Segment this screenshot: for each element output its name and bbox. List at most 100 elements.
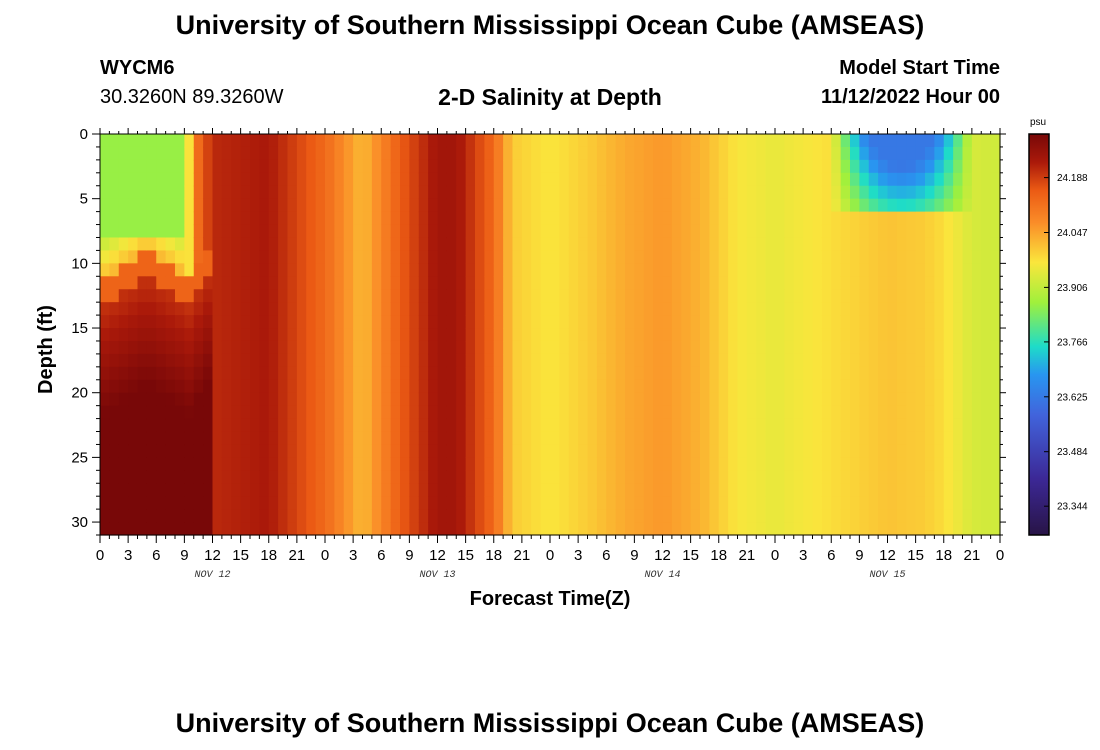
heatmap-cell xyxy=(793,418,804,433)
heatmap-cell xyxy=(137,211,148,226)
heatmap-cell xyxy=(821,315,832,329)
heatmap-cell xyxy=(625,315,635,329)
heatmap-cell xyxy=(821,159,832,174)
heatmap-cell xyxy=(381,418,392,433)
heatmap-cell xyxy=(990,198,1001,213)
heatmap-cell xyxy=(165,198,176,213)
heatmap-cell xyxy=(390,431,401,446)
heatmap-cell xyxy=(990,159,1001,174)
heatmap-cell xyxy=(821,392,832,407)
heatmap-cell xyxy=(718,379,729,394)
heatmap-cell xyxy=(896,353,907,368)
heatmap-cell xyxy=(146,509,157,523)
heatmap-cell xyxy=(971,470,982,484)
heatmap-cell xyxy=(512,276,523,290)
heatmap-cell xyxy=(400,185,410,200)
heatmap-cell xyxy=(662,470,673,484)
heatmap-cell xyxy=(728,328,739,342)
heatmap-cell xyxy=(540,353,551,368)
x-tick-label: 6 xyxy=(377,547,385,564)
heatmap-cell xyxy=(671,328,682,342)
heatmap-cell xyxy=(381,289,392,303)
heatmap-cell xyxy=(353,405,364,420)
heatmap-cell xyxy=(146,237,157,252)
heatmap-cell xyxy=(793,509,804,523)
heatmap-cell xyxy=(850,172,860,187)
heatmap-cell xyxy=(268,315,279,329)
heatmap-cell xyxy=(221,224,232,239)
heatmap-cell xyxy=(850,483,860,497)
heatmap-cell xyxy=(334,483,345,497)
heatmap-cell xyxy=(765,392,776,407)
heatmap-cell xyxy=(465,457,476,471)
day-label: NOV 14 xyxy=(644,570,680,581)
heatmap-cell xyxy=(671,496,682,510)
heatmap-cell xyxy=(390,276,401,290)
x-axis: 0 3 6 9 12 15 18 21 0 3 6 9 12 15 18 21 0 3 6 9 12 15 18 21 0 3 6 9… xyxy=(96,128,1004,581)
heatmap-cell xyxy=(137,276,148,290)
heatmap-cell xyxy=(390,366,401,381)
heatmap-cell xyxy=(615,237,626,252)
heatmap-cell xyxy=(887,522,898,536)
heatmap-cell xyxy=(446,444,457,458)
heatmap-cell xyxy=(156,418,167,433)
heatmap-cell xyxy=(896,185,907,200)
heatmap-cell xyxy=(840,470,851,484)
heatmap-cell xyxy=(259,211,270,226)
heatmap-cell xyxy=(343,522,354,536)
x-tick-label: 18 xyxy=(485,547,502,564)
heatmap-cell xyxy=(400,146,410,161)
heatmap-cell xyxy=(943,289,954,303)
heatmap-cell xyxy=(278,483,289,497)
heatmap-cell xyxy=(559,353,570,368)
heatmap-cell xyxy=(925,289,935,303)
heatmap-cell xyxy=(568,224,579,239)
heatmap-cell xyxy=(653,366,664,381)
heatmap-cell xyxy=(906,289,917,303)
heatmap-cell xyxy=(718,405,729,420)
heatmap-cell xyxy=(343,470,354,484)
heatmap-cell xyxy=(850,340,860,355)
heatmap-cell xyxy=(578,211,589,226)
heatmap-cell xyxy=(165,172,176,187)
heatmap-cell xyxy=(934,483,945,497)
heatmap-cell xyxy=(746,211,757,226)
heatmap-cell xyxy=(437,470,448,484)
heatmap-cell xyxy=(409,315,420,329)
heatmap-cell xyxy=(287,340,298,355)
heatmap-cell xyxy=(578,276,589,290)
heatmap-cell xyxy=(859,237,870,252)
heatmap-cell xyxy=(709,522,720,536)
heatmap-cell xyxy=(821,496,832,510)
heatmap-cell xyxy=(850,496,860,510)
heatmap-cell xyxy=(681,211,692,226)
heatmap-cell xyxy=(887,315,898,329)
heatmap-cell xyxy=(240,302,251,316)
heatmap-cell xyxy=(803,328,814,342)
heatmap-cell xyxy=(859,405,870,420)
heatmap-cell xyxy=(671,405,682,420)
heatmap-cell xyxy=(981,289,992,303)
heatmap-cell xyxy=(784,444,795,458)
heatmap-cell xyxy=(409,444,420,458)
heatmap-cell xyxy=(221,263,232,277)
heatmap-cell xyxy=(268,289,279,303)
heatmap-cell xyxy=(278,366,289,381)
heatmap-cell xyxy=(465,185,476,200)
heatmap-cell xyxy=(662,431,673,446)
heatmap-cell xyxy=(765,315,776,329)
heatmap-cell xyxy=(193,366,204,381)
heatmap-cell xyxy=(521,211,532,226)
heatmap-cell xyxy=(681,405,692,420)
heatmap-cell xyxy=(325,353,335,368)
heatmap-cell xyxy=(681,366,692,381)
heatmap-cell xyxy=(268,366,279,381)
heatmap-cell xyxy=(540,276,551,290)
heatmap-cell xyxy=(315,405,326,420)
heatmap-cell xyxy=(746,289,757,303)
heatmap-cell xyxy=(981,328,992,342)
heatmap-cell xyxy=(306,496,317,510)
heatmap-cell xyxy=(156,366,167,381)
heatmap-cell xyxy=(325,263,335,277)
heatmap-cell xyxy=(981,522,992,536)
